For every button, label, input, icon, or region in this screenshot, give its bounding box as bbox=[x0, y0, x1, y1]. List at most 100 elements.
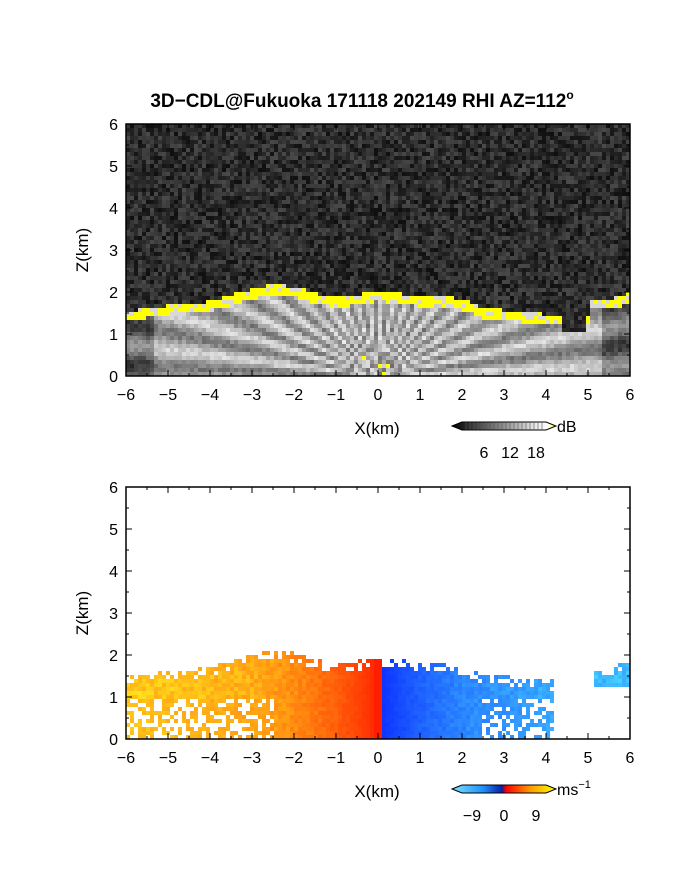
intensity-cell bbox=[298, 268, 302, 272]
intensity-cell bbox=[370, 320, 374, 324]
intensity-cell bbox=[142, 204, 146, 208]
intensity-cell bbox=[394, 180, 398, 184]
intensity-cell bbox=[334, 240, 338, 244]
intensity-cell bbox=[138, 260, 142, 264]
intensity-cell bbox=[278, 352, 282, 356]
intensity-cell bbox=[374, 164, 378, 168]
intensity-cell bbox=[134, 352, 138, 356]
intensity-cell bbox=[290, 240, 294, 244]
intensity-cell bbox=[350, 132, 354, 136]
intensity-cell bbox=[302, 200, 306, 204]
intensity-cell bbox=[230, 332, 234, 336]
intensity-cell bbox=[218, 268, 222, 272]
intensity-cell bbox=[306, 132, 310, 136]
intensity-cell bbox=[310, 296, 314, 300]
intensity-cell bbox=[274, 360, 278, 364]
intensity-cell bbox=[198, 172, 202, 176]
intensity-cell bbox=[158, 156, 162, 160]
intensity-cell bbox=[154, 200, 158, 204]
intensity-cell bbox=[342, 180, 346, 184]
intensity-cell bbox=[378, 328, 382, 332]
intensity-cell bbox=[286, 224, 290, 228]
intensity-cell bbox=[238, 360, 242, 364]
intensity-cell bbox=[134, 144, 138, 148]
intensity-cell bbox=[266, 216, 270, 220]
intensity-cell bbox=[406, 172, 410, 176]
intensity-cell bbox=[178, 304, 182, 308]
intensity-cell bbox=[310, 176, 314, 180]
intensity-cell bbox=[142, 200, 146, 204]
intensity-cell bbox=[310, 364, 314, 368]
intensity-cell bbox=[138, 256, 142, 260]
intensity-cell bbox=[438, 312, 442, 316]
intensity-cell bbox=[190, 184, 194, 188]
intensity-cell bbox=[202, 352, 206, 356]
intensity-cell bbox=[318, 160, 322, 164]
intensity-cell bbox=[250, 192, 254, 196]
intensity-cell bbox=[326, 260, 330, 264]
intensity-cell bbox=[370, 176, 374, 180]
intensity-cell bbox=[326, 212, 330, 216]
intensity-cell bbox=[254, 308, 258, 312]
intensity-cell bbox=[218, 288, 222, 292]
intensity-cell bbox=[322, 256, 326, 260]
intensity-cell bbox=[386, 184, 390, 188]
intensity-cell bbox=[222, 168, 226, 172]
intensity-cell bbox=[150, 124, 154, 128]
intensity-cell bbox=[190, 136, 194, 140]
intensity-cell bbox=[294, 176, 298, 180]
intensity-cell bbox=[250, 188, 254, 192]
intensity-cell bbox=[134, 360, 138, 364]
intensity-cell bbox=[238, 328, 242, 332]
intensity-cell bbox=[434, 276, 438, 280]
intensity-cell bbox=[186, 132, 190, 136]
intensity-cell bbox=[294, 356, 298, 360]
intensity-cell bbox=[230, 320, 234, 324]
intensity-cell bbox=[270, 188, 274, 192]
intensity-cell bbox=[194, 348, 198, 352]
intensity-cell bbox=[422, 260, 426, 264]
intensity-cell bbox=[438, 368, 442, 372]
intensity-cell bbox=[298, 168, 302, 172]
intensity-cell bbox=[434, 296, 438, 300]
intensity-cell bbox=[314, 204, 318, 208]
intensity-cell bbox=[310, 352, 314, 356]
intensity-cell bbox=[410, 276, 414, 280]
intensity-cell bbox=[274, 240, 278, 244]
intensity-cell bbox=[406, 272, 410, 276]
intensity-cell bbox=[186, 192, 190, 196]
intensity-cell bbox=[318, 280, 322, 284]
intensity-cell bbox=[338, 300, 342, 304]
intensity-cell bbox=[234, 184, 238, 188]
intensity-cell bbox=[414, 316, 418, 320]
intensity-cell bbox=[210, 192, 214, 196]
intensity-cell bbox=[366, 372, 370, 376]
intensity-cell bbox=[142, 124, 146, 128]
intensity-cell bbox=[242, 336, 246, 340]
intensity-cell bbox=[410, 308, 414, 312]
intensity-cell bbox=[158, 252, 162, 256]
intensity-cell bbox=[254, 232, 258, 236]
intensity-cell bbox=[350, 140, 354, 144]
intensity-cell bbox=[314, 256, 318, 260]
intensity-cell bbox=[374, 168, 378, 172]
intensity-cell bbox=[206, 136, 210, 140]
intensity-cell bbox=[290, 344, 294, 348]
intensity-cell bbox=[190, 252, 194, 256]
intensity-cell bbox=[294, 348, 298, 352]
intensity-cell bbox=[398, 364, 402, 368]
intensity-cell bbox=[386, 152, 390, 156]
intensity-cell bbox=[382, 336, 386, 340]
intensity-cell bbox=[354, 168, 358, 172]
intensity-cell bbox=[306, 188, 310, 192]
intensity-cell bbox=[426, 172, 430, 176]
intensity-cell bbox=[414, 184, 418, 188]
intensity-cell bbox=[338, 272, 342, 276]
intensity-cell bbox=[290, 284, 294, 288]
intensity-cell bbox=[366, 196, 370, 200]
intensity-cell bbox=[314, 284, 318, 288]
intensity-cell bbox=[306, 248, 310, 252]
intensity-cell bbox=[186, 360, 190, 364]
intensity-cell bbox=[202, 268, 206, 272]
